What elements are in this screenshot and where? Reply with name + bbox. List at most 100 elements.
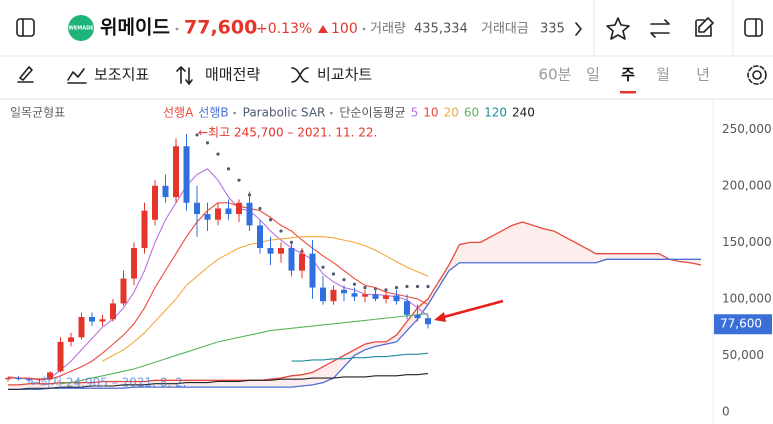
amount-label: 거래대금: [481, 22, 529, 37]
strategy-icon: [176, 66, 193, 85]
sar-dot: [352, 282, 357, 286]
sar-dot: [258, 206, 262, 211]
y-tick-label: 50,000: [722, 348, 764, 362]
candle-body: [57, 341, 64, 372]
period-tab[interactable]: 주: [621, 66, 635, 84]
candle-body: [5, 378, 11, 380]
candle-body: [215, 208, 221, 220]
pointer-arrow-head: [434, 312, 446, 322]
candle-body: [141, 210, 148, 249]
candle-body: [372, 294, 379, 299]
ichimoku-span: [8, 221, 702, 386]
period-tab[interactable]: 월: [656, 66, 670, 84]
tool[interactable]: 비교차트: [317, 66, 372, 84]
y-tick-label: 0: [722, 405, 730, 419]
candle-body: [257, 225, 263, 249]
logo-text: WEMADE: [68, 26, 94, 32]
candle-body: [288, 248, 295, 271]
moving-average: [291, 352, 429, 362]
candle-body: [225, 208, 232, 215]
settings-icon-ring: [747, 65, 767, 85]
legend-entry: 10: [423, 106, 438, 120]
change: 100: [331, 21, 358, 37]
candle-body: [278, 248, 284, 254]
sar-dot: [216, 152, 220, 156]
sar-dot: [405, 284, 409, 289]
candle-body: [309, 253, 316, 288]
sar-dot: [205, 141, 210, 145]
candle-body: [110, 303, 116, 320]
candle-body: [173, 146, 179, 198]
tool[interactable]: 보조지표: [94, 66, 149, 84]
candle-body: [425, 318, 431, 325]
sar-dot: [342, 278, 346, 282]
compare-icon: [291, 67, 309, 83]
candle-body: [26, 379, 32, 381]
legend-entry: 240: [512, 106, 535, 120]
candle-body: [183, 146, 190, 203]
moving-average: [60, 313, 429, 385]
candle-body: [393, 295, 400, 302]
separator: [175, 27, 179, 31]
candle-body: [131, 248, 137, 279]
candle-body: [78, 317, 85, 338]
y-tick-label: 250,000: [722, 122, 772, 136]
logo: [68, 15, 94, 41]
favorite-icon[interactable]: [606, 17, 630, 40]
more-chevron[interactable]: [575, 22, 582, 36]
sar-dot: [394, 286, 399, 290]
sar-dot: [289, 240, 294, 244]
candle-body: [320, 287, 326, 302]
panel-icon[interactable]: [16, 18, 35, 37]
up-triangle: [318, 25, 328, 33]
y-tick-label: 150,000: [722, 235, 772, 249]
annotation: ←최고 245,700 – 2021. 11. 22.: [198, 126, 377, 140]
moving-average: [8, 168, 429, 380]
candle-body: [152, 185, 158, 220]
legend-separator: [330, 111, 333, 115]
price-label-box: [714, 314, 772, 335]
legend-separator: [233, 111, 236, 115]
sar-dot: [415, 284, 420, 289]
period-tab[interactable]: 년: [696, 66, 710, 84]
price: 77,600: [184, 17, 257, 39]
ma-label: 단순이동평균: [339, 106, 405, 120]
legend-entry: 20: [444, 106, 459, 120]
period-tab[interactable]: 60분: [539, 66, 572, 84]
period-selected-bar: [620, 91, 636, 94]
candle-body: [362, 294, 368, 297]
stock-name: 위메이드: [100, 17, 170, 39]
sar-dot: [268, 218, 273, 222]
draw-icon[interactable]: [17, 66, 34, 83]
indicator-label: 일목균형표: [10, 106, 65, 120]
candle-body: [15, 378, 22, 380]
legend-entry: 5: [411, 106, 419, 120]
moving-average: [8, 373, 429, 390]
swap-icon[interactable]: [650, 19, 670, 38]
sar-dot: [321, 265, 325, 269]
candle-body: [404, 301, 410, 315]
sar-dot: [384, 288, 388, 292]
tool[interactable]: 매매전략: [205, 66, 260, 84]
candle-body: [194, 202, 200, 215]
candle-body: [299, 253, 305, 271]
sar-dot: [279, 229, 283, 233]
header: WEMADE 위메이드 77,600 +0.13% 100 거래량 435,33…: [0, 0, 773, 57]
candle-body: [330, 289, 337, 302]
sar-dot: [195, 133, 199, 137]
panel-right-icon[interactable]: [744, 18, 763, 37]
moving-average: [102, 236, 429, 362]
indicator-icon: [67, 68, 87, 84]
period-tab[interactable]: 일: [586, 66, 600, 84]
sar-dot: [363, 286, 367, 290]
edit-icon[interactable]: [695, 17, 714, 37]
settings-icon[interactable]: [752, 70, 762, 80]
sar-dot: [237, 178, 241, 182]
candle-body: [47, 372, 53, 380]
annotation: ←최저 24,905 – 2021. 8. 2.: [30, 376, 186, 390]
legend-entry: 선행B: [198, 105, 228, 120]
candle-body: [204, 214, 211, 220]
toolbar: 보조지표 매매전략 비교차트 60분 일 주 월 년: [0, 65, 773, 100]
sar-dot: [331, 272, 336, 276]
